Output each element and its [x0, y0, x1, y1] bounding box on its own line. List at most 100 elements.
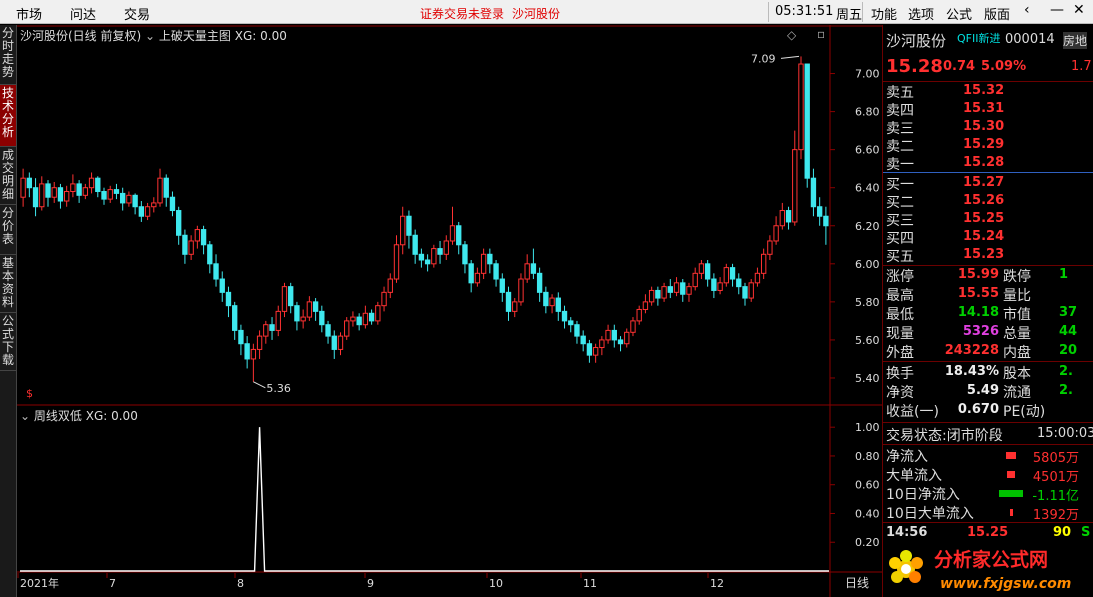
bid-label: 买三	[886, 213, 914, 229]
minimize-icon[interactable]: —	[1050, 2, 1064, 18]
stat-label-2: 总量	[1003, 326, 1031, 342]
stat-label: 最低	[886, 307, 914, 323]
sub-y-axis: 1.00 0.80 0.60 0.40 0.20	[830, 421, 880, 549]
dropdown-icon[interactable]: ⌄	[145, 29, 156, 43]
candle-body	[294, 305, 300, 322]
stat-value-2: 2.	[1059, 364, 1073, 379]
x-axis-label: 8	[237, 577, 244, 590]
candle-body	[549, 297, 555, 307]
back-icon[interactable]: ‹	[1024, 2, 1030, 18]
candle-body	[63, 191, 70, 202]
candle-body	[126, 194, 132, 204]
candle-body	[599, 339, 605, 349]
ask-price: 15.31	[963, 101, 1005, 116]
menu-options[interactable]: 选项	[908, 8, 935, 23]
candle-body	[176, 210, 182, 236]
min-price-label: 5.36	[266, 382, 291, 395]
menu-formula[interactable]: 公式	[946, 8, 973, 23]
tab-price-table[interactable]: 分价表	[0, 205, 16, 255]
weekly-double-low-line	[20, 427, 829, 572]
stat-value-2: 20	[1059, 343, 1078, 358]
bid-label: 买一	[886, 177, 914, 193]
sub-chart-title[interactable]: 周线双低	[33, 409, 82, 423]
candle-body	[39, 183, 45, 208]
candle-body	[592, 347, 599, 356]
candle-body	[163, 177, 169, 198]
menu-layout[interactable]: 版面	[984, 8, 1011, 23]
stat-value: 243228	[944, 343, 999, 358]
chart-canvas[interactable]: 7.00 6.80 6.60 6.40 6.20 6.00 5.80 5.60 5.40 1.0…	[17, 25, 882, 597]
x-axis: 2021年 7 8 9 10 11 12 日线	[17, 573, 869, 590]
candle-body	[331, 335, 337, 350]
sub-indicator-series	[20, 427, 829, 572]
tab-technical[interactable]: 技术分析	[0, 85, 16, 147]
candle-body	[698, 263, 705, 274]
tab-trade-detail[interactable]: 成交明细	[0, 147, 16, 205]
main-chart-title[interactable]: 沙河股份(日线 前复权)	[20, 29, 142, 43]
candle-body	[232, 305, 238, 331]
candle-body	[449, 225, 456, 242]
candle-body	[760, 253, 767, 274]
candle-body	[269, 324, 275, 331]
candle-body	[673, 282, 680, 293]
ask-price: 15.28	[963, 155, 1005, 170]
candle-body	[723, 267, 729, 284]
close-icon[interactable]: ✕	[1073, 2, 1085, 18]
menu-market[interactable]: 市场	[16, 8, 43, 23]
sub-dropdown-icon[interactable]: ⌄	[20, 409, 31, 423]
ask-label: 卖三	[886, 121, 914, 137]
candle-body	[412, 234, 418, 255]
candle-body	[250, 348, 257, 360]
qfii-tag[interactable]: QFII新进	[957, 32, 1001, 45]
ask-price: 15.29	[963, 137, 1005, 152]
indicator-name[interactable]: 上破天量主图	[158, 29, 231, 43]
tab-intraday[interactable]: 分时走势	[0, 25, 16, 85]
ask-label: 卖一	[886, 157, 914, 173]
stat-value: 18.43%	[944, 364, 999, 379]
flow-bar	[999, 490, 1023, 497]
candle-body	[20, 177, 26, 198]
main-y-tick: 6.00	[855, 258, 880, 271]
candle-body	[692, 272, 698, 288]
diamond-icon[interactable]: ◇	[787, 28, 797, 42]
candle-body	[748, 282, 754, 299]
stat-label-2: 股本	[1003, 366, 1031, 382]
menu-function[interactable]: 功能	[871, 8, 898, 23]
dollar-icon[interactable]: $	[26, 387, 33, 400]
candle-body	[381, 291, 387, 307]
candle-body	[76, 183, 82, 196]
candle-body	[773, 225, 779, 242]
tick-time: 14:56	[886, 525, 928, 540]
panel-toggle-icon[interactable]: ▫	[817, 27, 826, 41]
stat-value-2: 1	[1059, 267, 1069, 282]
sub-y-tick: 0.20	[855, 536, 880, 549]
tab-profile[interactable]: 基本资料	[0, 255, 16, 313]
period-label: 日线	[845, 576, 869, 590]
candle-body	[667, 286, 673, 293]
menu-trade[interactable]: 交易	[124, 8, 151, 23]
trade-state: 交易状态:闭市阶段	[886, 425, 1003, 445]
tab-formula-download[interactable]: 公式下载	[0, 313, 16, 371]
candle-body	[561, 310, 568, 322]
candle-body	[736, 278, 742, 288]
menu-wenda[interactable]: 问达	[70, 8, 97, 23]
flow-bar	[1009, 509, 1013, 516]
login-notice[interactable]: 证券交易未登录	[420, 7, 505, 21]
candle-body	[213, 263, 219, 280]
candle-body	[144, 206, 151, 217]
flow-label: 10日净流入	[886, 487, 960, 503]
sector-tab[interactable]: 房地	[1063, 32, 1088, 49]
candle-body	[493, 263, 499, 280]
candle-body	[319, 310, 325, 326]
candle-body	[344, 320, 350, 337]
flow-bar	[1006, 452, 1016, 459]
top-menu-bar: 市场 问达 交易 证券交易未登录 沙河股份 05:31:51 周五 功能 选项 …	[0, 0, 1093, 24]
candle-body	[244, 343, 250, 360]
candle-body	[288, 286, 294, 307]
sub-y-tick: 0.40	[855, 507, 880, 520]
candle-body	[368, 312, 375, 322]
kline-chart-area[interactable]: 7.00 6.80 6.60 6.40 6.20 6.00 5.80 5.60 5.40 1.0…	[17, 25, 882, 597]
candle-body	[431, 248, 437, 265]
candle-body	[536, 272, 543, 293]
candle-body	[350, 316, 356, 322]
